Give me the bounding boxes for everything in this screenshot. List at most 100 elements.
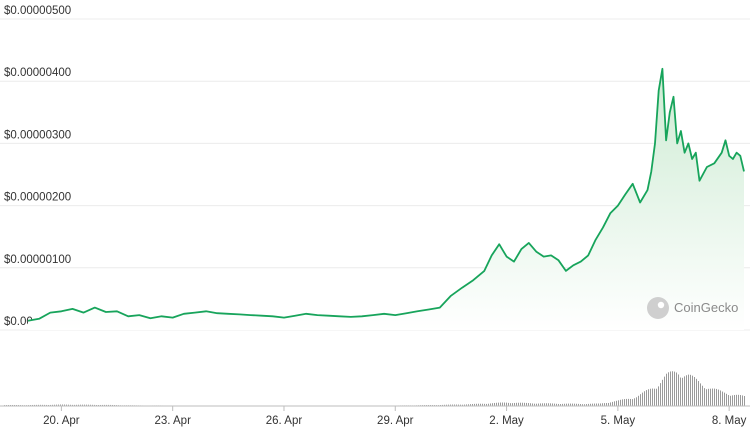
volume-bar	[70, 404, 71, 406]
volume-bar	[498, 402, 499, 406]
volume-bar	[676, 372, 677, 406]
volume-bar	[72, 404, 73, 406]
volume-bar	[664, 376, 665, 406]
volume-bar	[68, 404, 69, 406]
y-tick-label: $0.00	[4, 316, 33, 328]
volume-bar	[502, 402, 503, 406]
volume-bar	[594, 403, 595, 406]
volume-bar	[530, 403, 531, 406]
volume-bar	[726, 393, 727, 406]
volume-bar	[724, 392, 725, 406]
volume-bar	[474, 403, 475, 406]
x-tick-label: 8. May	[712, 415, 747, 427]
volume-bar	[452, 404, 453, 406]
volume-bar	[728, 395, 729, 406]
coingecko-logo-eye-icon	[657, 301, 665, 309]
volume-bar	[638, 395, 639, 406]
volume-bar	[712, 388, 713, 406]
coingecko-logo-icon	[647, 297, 669, 319]
volume-bar	[36, 404, 37, 406]
volume-bar	[520, 402, 521, 406]
volume-bar	[42, 404, 43, 406]
volume-bar	[718, 389, 719, 406]
volume-bar	[478, 403, 479, 406]
volume-bar	[500, 402, 501, 406]
volume-bar	[536, 403, 537, 406]
volume-bar	[90, 404, 91, 406]
volume-bar	[492, 403, 493, 406]
volume-bar	[742, 395, 743, 406]
volume-bar	[74, 404, 75, 406]
volume-bar	[656, 388, 657, 406]
volume-bar	[446, 404, 447, 406]
volume-bar	[480, 403, 481, 406]
volume-bar	[84, 404, 85, 406]
volume-bar	[648, 389, 649, 406]
volume-bar	[708, 388, 709, 406]
volume-bar	[568, 403, 569, 406]
volume-bar	[454, 404, 455, 406]
volume-bar	[94, 404, 95, 406]
volume-bar	[660, 383, 661, 406]
volume-bar	[580, 404, 581, 406]
volume-bar	[744, 396, 745, 406]
volume-bar	[80, 404, 81, 406]
volume-bar	[524, 402, 525, 406]
volume-bar	[680, 377, 681, 406]
volume-bar	[484, 403, 485, 406]
volume-bar	[732, 395, 733, 406]
volume-bar	[678, 374, 679, 406]
volume-bar	[684, 376, 685, 406]
volume-bar	[654, 388, 655, 406]
volume-bars	[4, 371, 745, 406]
volume-bar	[674, 371, 675, 406]
volume-bar	[60, 404, 61, 406]
volume-bar	[466, 404, 467, 406]
volume-bar	[448, 404, 449, 406]
y-axis-ticks: $0.00 $0.00000100 $0.00000200 $0.00000300 $0…	[4, 5, 71, 328]
volume-bar	[534, 403, 535, 406]
volume-bar	[738, 394, 739, 406]
volume-bar	[548, 403, 549, 406]
volume-bar	[622, 399, 623, 406]
y-tick-label: $0.00000200	[4, 192, 71, 204]
volume-bar	[32, 404, 33, 406]
volume-bar	[590, 403, 591, 406]
volume-bar	[58, 404, 59, 406]
volume-bar	[76, 404, 77, 406]
volume-bar	[686, 375, 687, 406]
volume-bar	[496, 402, 497, 406]
volume-bar	[526, 402, 527, 406]
volume-bar	[472, 403, 473, 406]
x-tick-label: 29. Apr	[377, 415, 414, 427]
volume-bar	[470, 404, 471, 406]
volume-bar	[682, 377, 683, 406]
volume-bar	[570, 403, 571, 406]
volume-bar	[614, 401, 615, 406]
volume-bar	[542, 403, 543, 406]
x-tick-label: 20. Apr	[43, 415, 80, 427]
y-tick-label: $0.00000500	[4, 5, 71, 17]
coingecko-watermark: CoinGecko	[647, 297, 738, 319]
volume-bar	[646, 390, 647, 406]
volume-bar	[54, 404, 55, 406]
volume-bar	[592, 403, 593, 406]
volume-bar	[630, 398, 631, 406]
volume-bar	[716, 388, 717, 406]
volume-bar	[710, 388, 711, 406]
volume-bar	[720, 390, 721, 406]
volume-bar	[106, 404, 107, 406]
volume-bar	[658, 386, 659, 406]
volume-bar	[574, 403, 575, 406]
volume-bar	[444, 404, 445, 406]
volume-bar	[584, 404, 585, 406]
volume-bar	[62, 404, 63, 406]
volume-bar	[734, 394, 735, 406]
volume-bar	[66, 404, 67, 406]
volume-bar	[78, 404, 79, 406]
volume-bar	[544, 403, 545, 406]
volume-bar	[704, 388, 705, 406]
volume-bar	[486, 403, 487, 406]
volume-bar	[82, 404, 83, 406]
volume-bar	[694, 377, 695, 406]
